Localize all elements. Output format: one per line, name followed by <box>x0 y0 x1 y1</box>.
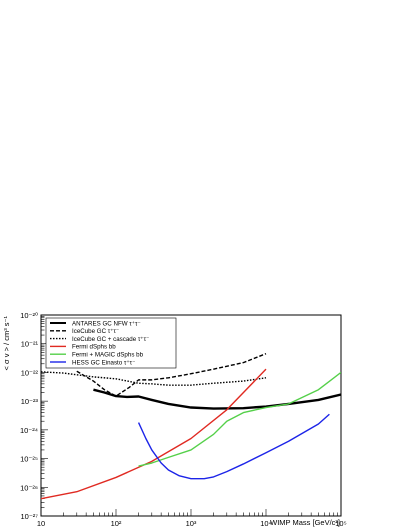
x-tick-label: 10³ <box>186 519 197 527</box>
y-tick-label: 10⁻²¹ <box>21 340 39 349</box>
legend-box <box>45 317 177 369</box>
series-line-6 <box>137 413 330 480</box>
y-tick-label: 10⁻²² <box>21 368 39 377</box>
x-tick-label: 10² <box>111 519 122 527</box>
legend-label: IceCube GC + cascade τ⁺τ⁻ <box>72 336 149 343</box>
x-tick-label: 10⁵ <box>335 519 346 527</box>
series-layer <box>41 353 341 500</box>
x-tick-label: 10⁴ <box>260 519 272 527</box>
y-tick-label: 10⁻²⁴ <box>20 426 38 435</box>
y-tick-label: 10⁻²⁰ <box>20 311 38 320</box>
series-line-1 <box>93 388 341 410</box>
series-line-3 <box>41 371 267 386</box>
legend: ANTARES GC NFW τ⁺τ⁻IceCube GC τ⁺τ⁻IceCub… <box>45 317 177 369</box>
series-line-4 <box>41 368 267 500</box>
y-axis-title: < σ v > / cm³ s⁻¹ <box>2 316 11 371</box>
series-line-5 <box>138 371 341 467</box>
legend-label: IceCube GC τ⁺τ⁻ <box>72 328 119 335</box>
legend-label: ANTARES GC NFW τ⁺τ⁻ <box>72 320 141 327</box>
legend-label: Fermi dSphs bb <box>72 344 116 351</box>
series-line-2 <box>76 353 267 397</box>
axes: 10 10² 10³ 10⁴ 10⁵ 10⁻²⁷ 10⁻²⁶ 10⁻²⁵ 10⁻²⁴ 10⁻²³ 1… <box>20 311 347 527</box>
x-tick-label: 10 <box>37 519 45 527</box>
y-tick-label: 10⁻²³ <box>21 397 39 406</box>
legend-label: HESS GC Einasto τ⁺τ⁻ <box>72 359 135 366</box>
x-axis-title: WIMP Mass [GeV/c²] <box>270 518 340 527</box>
y-tick-label: 10⁻²⁷ <box>20 512 38 521</box>
y-tick-label: 10⁻²⁶ <box>20 483 38 492</box>
y-tick-label: 10⁻²⁵ <box>20 455 38 464</box>
legend-label: Fermi + MAGIC dSphs bb <box>72 352 144 359</box>
